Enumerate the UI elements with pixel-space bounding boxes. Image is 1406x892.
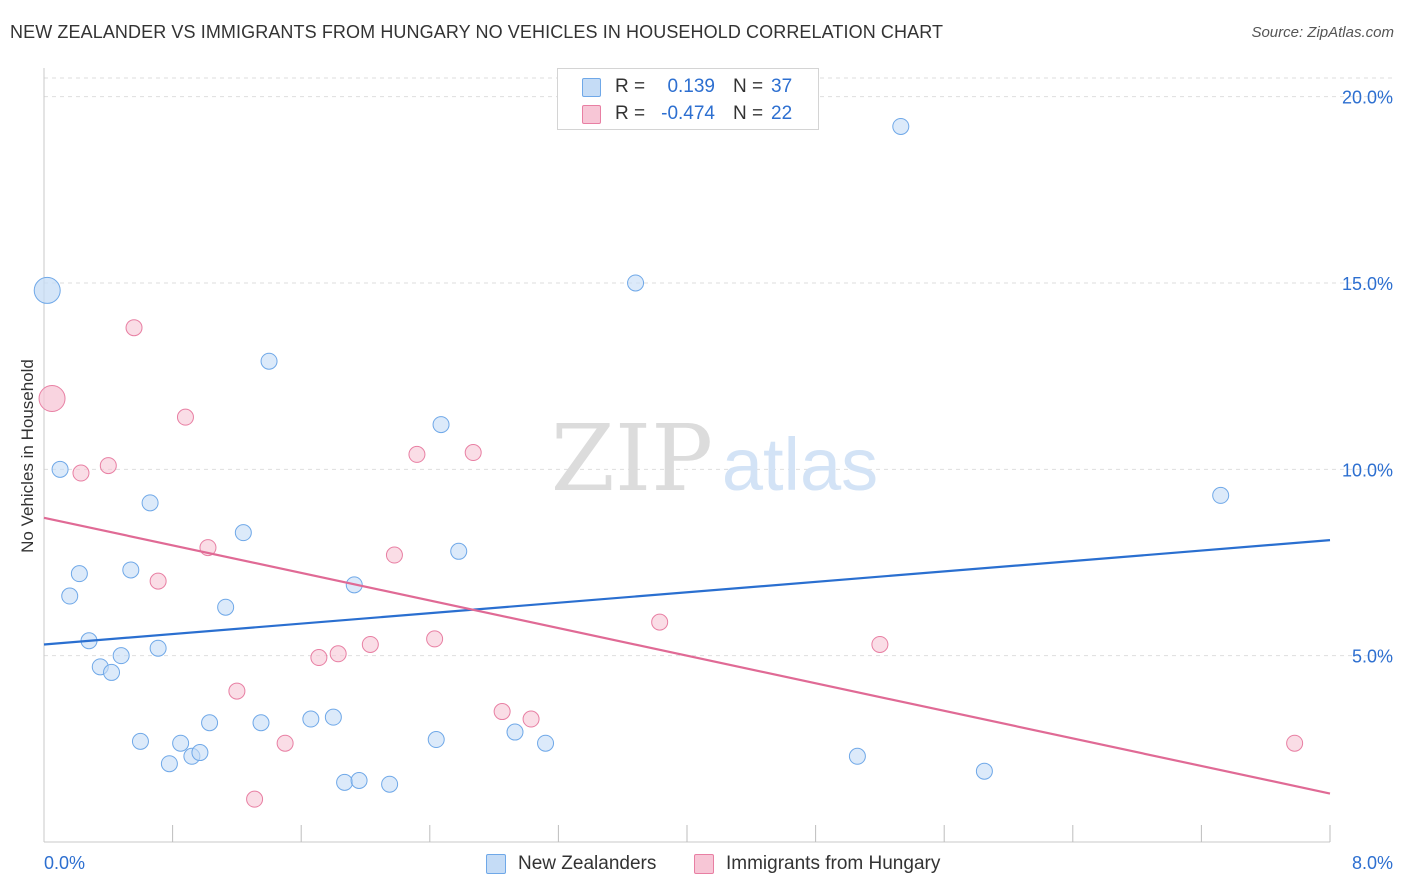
- series-legend-new-zealanders: New Zealanders: [486, 852, 656, 876]
- x-tick-label-min: 0.0%: [44, 853, 85, 873]
- point-immigrants-hungary: [99, 457, 117, 475]
- point-new-zealanders: [506, 723, 524, 741]
- point-new-zealanders: [848, 747, 866, 765]
- point-new-zealanders: [260, 352, 278, 370]
- series-swatch-blue: [486, 854, 506, 874]
- point-immigrants-hungary: [276, 734, 294, 752]
- watermark: ZIP atlas: [551, 405, 878, 512]
- point-immigrants-hungary: [651, 613, 669, 631]
- point-new-zealanders: [51, 460, 69, 478]
- gridlines: [44, 77, 1392, 657]
- point-immigrants-hungary: [176, 408, 194, 426]
- point-immigrants-hungary: [464, 444, 482, 462]
- watermark-zip: ZIP: [551, 405, 713, 512]
- point-new-zealanders: [450, 542, 468, 560]
- legend-swatch-blue: [582, 77, 601, 97]
- trend-lines: [43, 516, 1331, 795]
- point-new-zealanders: [191, 744, 209, 762]
- point-new-zealanders: [627, 274, 645, 292]
- point-new-zealanders: [1212, 486, 1230, 504]
- watermark-atlas: atlas: [722, 423, 878, 506]
- correlation-legend: R = 0.139 N = 37 R = -0.474 N = 22: [557, 68, 819, 130]
- point-immigrants-hungary: [228, 682, 246, 700]
- point-new-zealanders: [975, 762, 993, 780]
- legend-row-immigrants-hungary: R = -0.474 N = 22: [582, 102, 792, 126]
- point-immigrants-hungary: [522, 710, 540, 728]
- point-new-zealanders: [172, 734, 190, 752]
- legend-r-label: R =: [615, 76, 646, 97]
- point-new-zealanders: [217, 598, 235, 616]
- point-immigrants-hungary: [361, 635, 379, 653]
- point-new-zealanders: [160, 755, 178, 773]
- legend-n-value: 37: [771, 76, 793, 97]
- point-immigrants-hungary: [493, 703, 511, 721]
- y-tick-label: 20.0%: [1342, 88, 1393, 108]
- point-new-zealanders: [350, 772, 368, 790]
- point-new-zealanders: [149, 639, 167, 657]
- point-new-zealanders: [131, 732, 149, 750]
- point-new-zealanders: [61, 587, 79, 605]
- point-immigrants-hungary: [38, 385, 66, 413]
- point-new-zealanders: [103, 663, 121, 681]
- legend-r-label: R =: [615, 103, 646, 124]
- point-new-zealanders: [432, 416, 450, 434]
- legend-n-label: N =: [733, 103, 764, 124]
- point-immigrants-hungary: [310, 649, 328, 667]
- y-tick-label: 10.0%: [1342, 460, 1393, 480]
- point-immigrants-hungary: [72, 464, 90, 482]
- point-new-zealanders: [427, 731, 445, 749]
- legend-swatch-pink: [582, 104, 601, 124]
- legend-r-value: 0.139: [667, 76, 715, 97]
- series-legend-label: New Zealanders: [518, 853, 657, 874]
- point-new-zealanders: [892, 117, 910, 135]
- trend-line-immigrants-hungary: [43, 516, 1331, 795]
- legend-n-label: N =: [733, 76, 764, 97]
- point-new-zealanders: [537, 734, 555, 752]
- y-tick-label: 15.0%: [1342, 274, 1393, 294]
- point-immigrants-hungary: [125, 319, 143, 337]
- point-immigrants-hungary: [149, 572, 167, 590]
- legend-row-new-zealanders: R = 0.139 N = 37: [582, 75, 792, 99]
- point-immigrants-hungary: [246, 790, 264, 808]
- point-immigrants-hungary: [385, 546, 403, 564]
- data-points: [33, 117, 1304, 808]
- y-tick-label: 5.0%: [1352, 647, 1393, 667]
- point-new-zealanders: [302, 710, 320, 728]
- series-swatch-pink: [694, 854, 714, 874]
- chart-title: NEW ZEALANDER VS IMMIGRANTS FROM HUNGARY…: [10, 22, 944, 42]
- series-legend-immigrants-hungary: Immigrants from Hungary: [694, 852, 940, 876]
- point-immigrants-hungary: [408, 445, 426, 463]
- point-immigrants-hungary: [329, 645, 347, 663]
- point-immigrants-hungary: [426, 630, 444, 648]
- x-tick-label-max: 8.0%: [1352, 853, 1393, 873]
- point-new-zealanders: [324, 708, 342, 726]
- axes: [43, 68, 1331, 843]
- source-credit: Source: ZipAtlas.com: [1251, 24, 1394, 41]
- point-new-zealanders: [336, 773, 354, 791]
- point-immigrants-hungary: [871, 635, 889, 653]
- trend-line-new-zealanders: [43, 539, 1331, 646]
- point-new-zealanders: [33, 276, 61, 304]
- point-new-zealanders: [122, 561, 140, 579]
- tick-labels: 0.0% 8.0% 5.0% 10.0% 15.0% 20.0%: [44, 88, 1393, 873]
- point-new-zealanders: [112, 647, 130, 665]
- point-new-zealanders: [234, 524, 252, 542]
- series-legend-label: Immigrants from Hungary: [726, 853, 941, 874]
- point-new-zealanders: [141, 494, 159, 512]
- point-new-zealanders: [70, 565, 88, 583]
- point-new-zealanders: [201, 714, 219, 732]
- legend-r-value: -0.474: [661, 103, 715, 124]
- legend-n-value: 22: [771, 103, 793, 124]
- point-immigrants-hungary: [1286, 734, 1304, 752]
- point-new-zealanders: [381, 775, 399, 793]
- point-new-zealanders: [252, 714, 270, 732]
